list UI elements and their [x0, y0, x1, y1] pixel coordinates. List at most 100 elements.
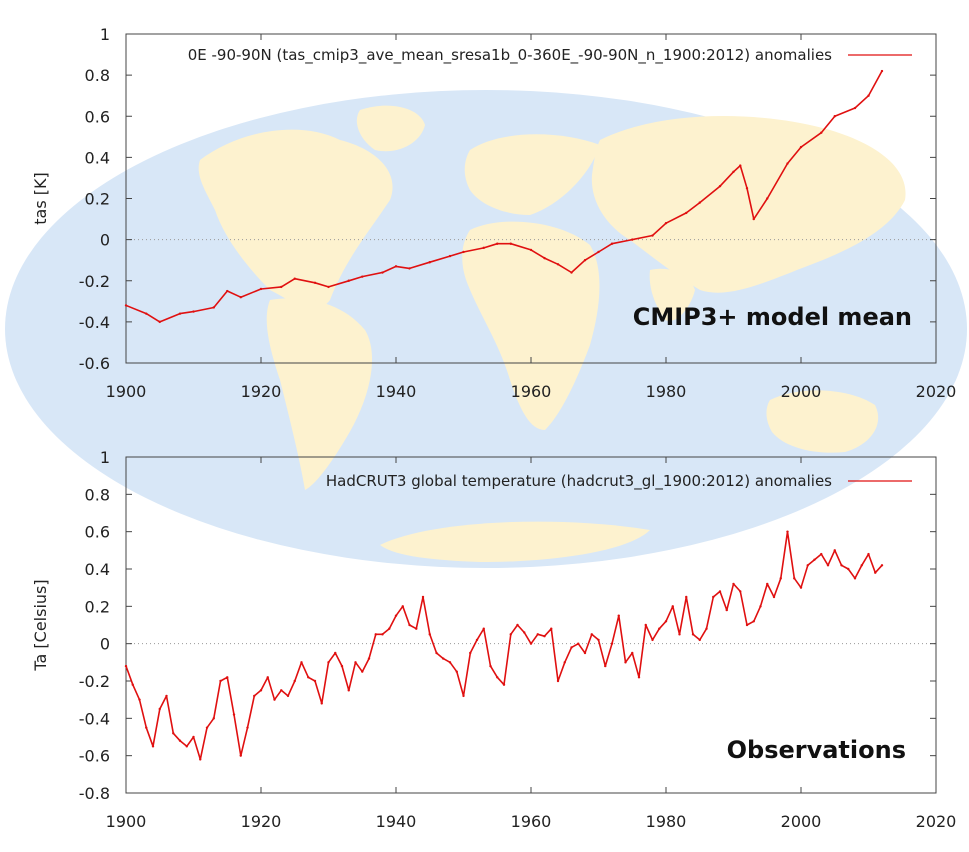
data-point: [820, 131, 823, 134]
data-point: [239, 296, 242, 299]
x-tick-label: 1960: [511, 382, 552, 401]
y-tick-label: 0.2: [85, 190, 110, 209]
data-point: [509, 242, 512, 245]
data-point: [698, 638, 701, 642]
data-point: [421, 595, 425, 599]
data-point: [435, 651, 438, 655]
data-point: [334, 651, 337, 655]
data-point: [523, 631, 526, 634]
data-point: [799, 145, 803, 149]
data-point: [867, 94, 870, 97]
x-tick-label: 1920: [241, 382, 282, 401]
x-tick-label: 1960: [511, 812, 552, 831]
y-tick-label: 0.4: [85, 560, 110, 579]
data-point: [475, 638, 479, 642]
land-north-america: [198, 129, 393, 309]
data-point: [246, 726, 249, 729]
data-point: [462, 250, 465, 254]
data-point: [658, 627, 661, 630]
data-point: [212, 306, 215, 309]
data-point: [293, 277, 296, 280]
data-point: [725, 608, 728, 612]
data-point: [280, 689, 283, 692]
data-point: [124, 664, 128, 668]
land-south-asia: [649, 268, 695, 321]
data-point: [131, 683, 134, 686]
data-point: [253, 694, 256, 698]
data-point: [327, 661, 330, 664]
data-point: [178, 312, 182, 315]
data-point: [617, 614, 620, 617]
data-point: [361, 275, 364, 278]
y-tick-label: -0.6: [79, 354, 110, 373]
data-point: [165, 694, 168, 698]
data-point: [408, 623, 411, 627]
data-point: [273, 698, 276, 701]
data-point: [442, 657, 445, 660]
data-point: [536, 633, 539, 636]
data-point: [631, 651, 634, 655]
data-point: [374, 633, 377, 636]
data-point: [664, 221, 668, 225]
y-tick-label: 0: [100, 231, 110, 250]
data-point: [590, 633, 593, 636]
data-point: [219, 679, 222, 683]
data-point: [529, 248, 533, 252]
data-point: [874, 571, 877, 574]
data-point: [698, 201, 701, 204]
data-point: [806, 564, 809, 567]
y-tick-label: -0.4: [79, 709, 110, 728]
data-point: [779, 577, 782, 580]
data-point: [739, 590, 742, 593]
data-point: [185, 745, 188, 748]
data-point: [145, 726, 148, 729]
data-point: [313, 679, 317, 683]
data-point: [691, 633, 695, 636]
data-point: [786, 530, 789, 533]
data-point: [556, 679, 560, 683]
data-point: [509, 633, 512, 636]
data-point: [394, 614, 398, 617]
data-point: [313, 281, 317, 285]
data-point: [408, 267, 411, 270]
data-point: [610, 642, 614, 645]
data-point: [759, 605, 762, 608]
data-point: [138, 698, 141, 701]
data-point: [300, 661, 303, 664]
data-point: [124, 304, 128, 307]
data-point: [448, 254, 452, 258]
data-point: [718, 184, 722, 188]
data-point: [752, 620, 755, 623]
data-point: [172, 732, 175, 735]
data-point: [583, 258, 587, 262]
data-point: [151, 745, 155, 748]
legend-label: HadCRUT3 global temperature (hadcrut3_gl…: [326, 472, 832, 491]
data-point: [496, 676, 499, 679]
data-point: [482, 246, 485, 250]
y-tick-label: 0.8: [85, 66, 110, 85]
data-point: [820, 552, 823, 556]
data-point: [563, 661, 566, 664]
data-point: [597, 638, 600, 642]
y-tick-label: 0.2: [85, 597, 110, 616]
x-tick-label: 1980: [646, 382, 687, 401]
data-point: [448, 661, 452, 664]
data-point: [732, 582, 735, 586]
data-point: [624, 661, 627, 664]
data-point: [644, 623, 647, 627]
y-axis-label: tas [K]: [31, 172, 50, 224]
x-tick-label: 1980: [646, 812, 687, 831]
data-point: [739, 164, 742, 167]
data-point: [388, 627, 391, 630]
data-point: [496, 242, 499, 245]
data-point: [664, 620, 668, 623]
data-point: [718, 590, 722, 593]
data-point: [367, 657, 371, 660]
data-point: [610, 242, 614, 245]
data-point: [685, 595, 688, 599]
data-point: [678, 633, 681, 636]
data-point: [307, 676, 310, 679]
data-point: [853, 577, 857, 580]
y-axis-label: Ta [Celsius]: [31, 579, 50, 671]
